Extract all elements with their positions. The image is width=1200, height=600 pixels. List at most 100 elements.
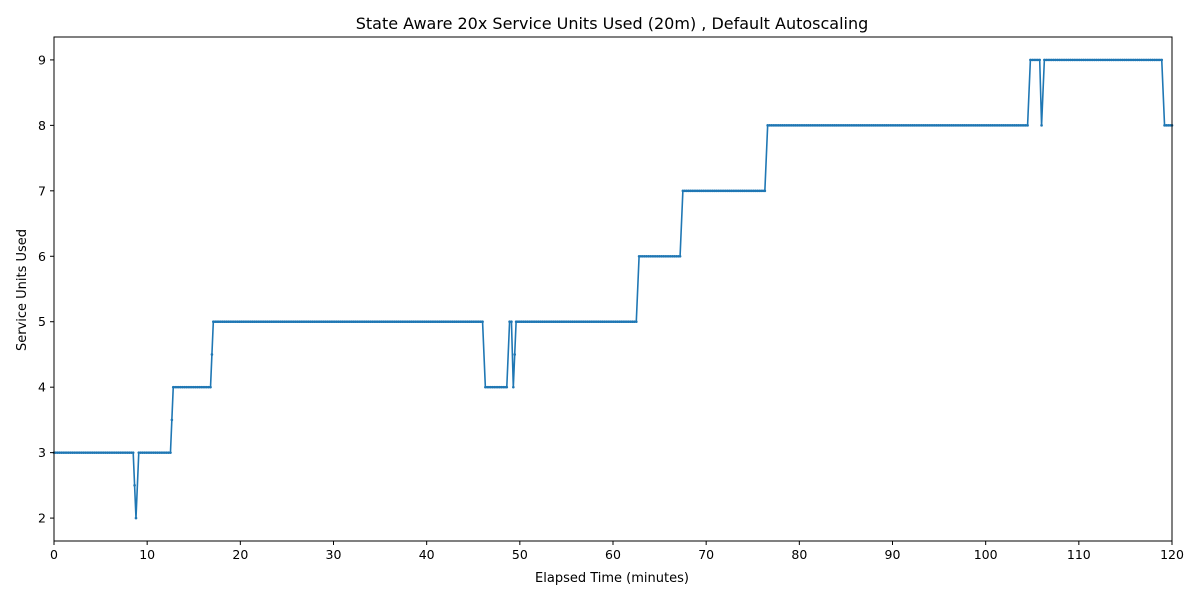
data-point: [505, 385, 509, 389]
data-point: [946, 124, 950, 127]
data-point: [524, 320, 527, 324]
data-point: [1143, 58, 1147, 62]
data-point: [67, 451, 71, 454]
data-point: [582, 320, 586, 324]
data-point: [1030, 58, 1034, 62]
data-point: [612, 320, 616, 324]
data-point: [641, 254, 645, 258]
data-point: [76, 451, 80, 454]
data-point: [249, 320, 253, 324]
data-point: [870, 124, 873, 127]
data-point: [829, 124, 833, 127]
data-point: [1115, 58, 1119, 62]
data-point: [844, 124, 847, 127]
data-point: [380, 320, 383, 324]
data-point: [918, 124, 922, 127]
data-point: [148, 451, 152, 454]
data-point: [580, 320, 584, 324]
data-point: [290, 320, 294, 324]
data-point: [711, 189, 714, 193]
data-point: [406, 320, 410, 324]
data-point: [633, 320, 636, 324]
data-point: [107, 451, 111, 454]
data-point: [531, 320, 535, 324]
data-point: [169, 451, 172, 454]
data-point: [471, 320, 475, 324]
data-point: [807, 124, 810, 127]
data-point: [175, 385, 179, 389]
data-point: [756, 189, 759, 193]
x-tick-label: 90: [885, 547, 901, 562]
data-point: [606, 320, 610, 324]
data-point: [629, 320, 632, 324]
data-point: [307, 320, 310, 324]
data-point: [855, 124, 859, 127]
data-point: [805, 124, 808, 127]
x-tick-label: 80: [791, 547, 807, 562]
data-point: [894, 124, 898, 127]
data-point: [1024, 124, 1028, 127]
data-point: [1020, 124, 1024, 127]
data-point: [820, 124, 823, 127]
data-point: [512, 385, 515, 389]
data-point: [489, 385, 493, 389]
data-point: [327, 320, 331, 324]
data-point: [262, 320, 266, 324]
data-point: [170, 418, 174, 422]
data-point: [188, 385, 192, 389]
data-point: [924, 124, 927, 127]
data-point: [1089, 58, 1093, 62]
data-point: [681, 189, 685, 193]
data-point: [212, 320, 215, 324]
y-tick-label: 7: [38, 183, 46, 198]
data-point: [771, 124, 775, 127]
data-point: [593, 320, 597, 324]
data-point: [610, 320, 614, 324]
data-point: [578, 320, 582, 324]
data-point: [687, 189, 690, 193]
data-point: [288, 320, 292, 324]
data-point: [410, 320, 413, 324]
data-point: [284, 320, 288, 324]
data-point: [496, 385, 500, 389]
data-point: [1029, 58, 1032, 62]
data-point: [647, 254, 650, 258]
data-point: [539, 320, 542, 324]
data-point: [324, 320, 327, 324]
data-point: [449, 320, 453, 324]
data-point: [117, 451, 120, 454]
x-tick-label: 10: [139, 547, 155, 562]
data-point: [1005, 124, 1009, 127]
data-point: [849, 124, 853, 127]
data-point: [730, 189, 733, 193]
data-point: [487, 385, 491, 389]
data-point: [447, 320, 451, 324]
data-point: [981, 124, 985, 127]
data-point: [685, 189, 688, 193]
data-point: [903, 124, 907, 127]
data-point: [667, 254, 671, 258]
data-point: [453, 320, 456, 324]
data-point: [1044, 58, 1048, 62]
data-point: [1018, 124, 1022, 127]
data-point: [959, 124, 963, 127]
data-point: [535, 320, 539, 324]
data-point: [84, 451, 87, 454]
data-point: [510, 320, 513, 324]
data-point: [122, 451, 126, 454]
data-point: [1074, 58, 1078, 62]
data-point: [442, 320, 445, 324]
data-point: [848, 124, 851, 127]
x-tick-label: 30: [326, 547, 342, 562]
data-point: [421, 320, 425, 324]
data-point: [1112, 58, 1115, 62]
data-point: [527, 320, 531, 324]
data-point: [715, 189, 718, 193]
data-point: [926, 124, 929, 127]
data-point: [219, 320, 223, 324]
data-point: [546, 320, 550, 324]
data-point: [1151, 58, 1154, 62]
data-point: [586, 320, 589, 324]
data-point: [119, 451, 122, 454]
data-point: [369, 320, 372, 324]
